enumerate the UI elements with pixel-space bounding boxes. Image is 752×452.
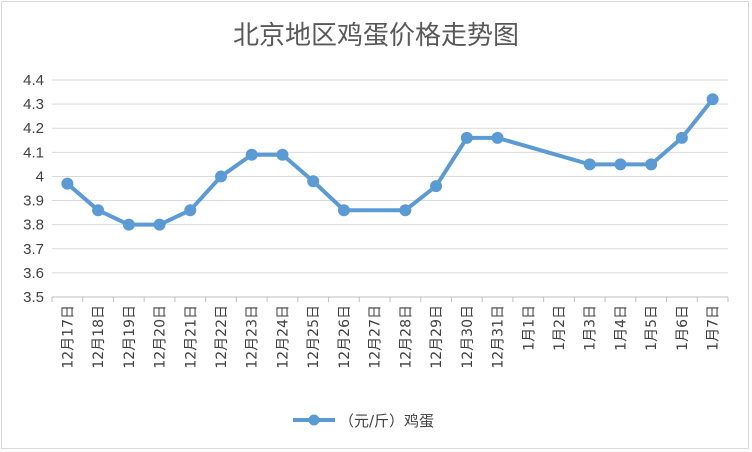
x-tick-label: 12月29日 [429, 305, 445, 369]
y-tick-label: 3.7 [23, 241, 44, 258]
data-point-12月24日 [276, 148, 289, 161]
x-axis-ticks: 12月17日 12月18日 12月19日 12月20日 12月21日 12月22日 12月2… [51, 297, 729, 369]
chart-title: 北京地区鸡蛋价格走势图 [233, 21, 519, 51]
data-point-1月4日 [614, 158, 627, 171]
x-tick-label: 12月23日 [245, 305, 261, 369]
data-point-12月21日 [184, 204, 197, 217]
data-point-1月5日 [645, 158, 658, 171]
x-tick-label: 12月28日 [398, 305, 414, 369]
data-point-12月18日 [92, 204, 105, 217]
x-tick-label: 1月5日 [644, 305, 660, 351]
y-tick-label: 4 [36, 168, 44, 185]
data-point-12月26日 [337, 204, 350, 217]
data-point-1月3日 [583, 158, 596, 171]
y-tick-label: 4.4 [23, 72, 44, 89]
y-tick-label: 3.9 [23, 193, 44, 210]
x-tick-label: 12月31日 [491, 305, 507, 369]
data-point-12月29日 [430, 180, 443, 193]
y-tick-label: 4.1 [23, 144, 44, 161]
y-tick-label: 3.8 [23, 217, 44, 234]
x-tick-label: 1月6日 [675, 305, 691, 351]
data-point-12月31日 [491, 131, 504, 144]
x-tick-label: 12月17日 [60, 305, 76, 369]
x-tick-label: 12月25日 [306, 305, 322, 369]
y-axis-ticks: 3.5 3.6 3.7 3.8 3.9 4 4.1 4.2 4.3 4.4 [23, 72, 44, 306]
data-point-12月20日 [153, 218, 166, 231]
x-tick-label: 12月21日 [183, 305, 199, 369]
x-tick-label: 12月30日 [460, 305, 476, 369]
x-tick-label: 12月18日 [91, 305, 107, 369]
x-tick-label: 12月22日 [214, 305, 230, 369]
y-tick-label: 4.2 [23, 120, 44, 137]
x-tick-label: 12月27日 [368, 305, 384, 369]
data-point-1月6日 [675, 131, 688, 144]
series-layer [61, 93, 719, 231]
legend-label: （元/斤）鸡蛋 [339, 412, 434, 430]
data-point-12月23日 [245, 148, 258, 161]
data-point-1月7日 [706, 93, 719, 106]
y-tick-label: 4.3 [23, 96, 44, 113]
legend: （元/斤）鸡蛋 [293, 412, 434, 430]
y-tick-label: 3.6 [23, 265, 44, 282]
data-point-12月17日 [61, 177, 74, 190]
x-tick-label: 1月2日 [552, 305, 568, 351]
data-point-12月30日 [460, 131, 473, 144]
data-point-12月22日 [215, 170, 227, 183]
x-tick-label: 1月7日 [706, 305, 722, 351]
x-tick-label: 12月20日 [153, 305, 169, 369]
y-tick-label: 3.5 [23, 289, 44, 306]
gridlines [52, 79, 728, 298]
data-point-12月19日 [122, 218, 135, 231]
x-tick-label: 12月19日 [122, 305, 138, 369]
x-tick-label: 12月24日 [275, 305, 291, 369]
x-tick-label: 1月3日 [583, 305, 599, 351]
legend-marker-swatch [308, 414, 320, 426]
x-tick-label: 12月26日 [337, 305, 353, 369]
x-tick-label: 1月1日 [521, 305, 537, 351]
x-tick-label: 1月4日 [613, 305, 629, 351]
data-point-12月28日 [399, 204, 412, 217]
data-point-12月25日 [307, 175, 320, 188]
